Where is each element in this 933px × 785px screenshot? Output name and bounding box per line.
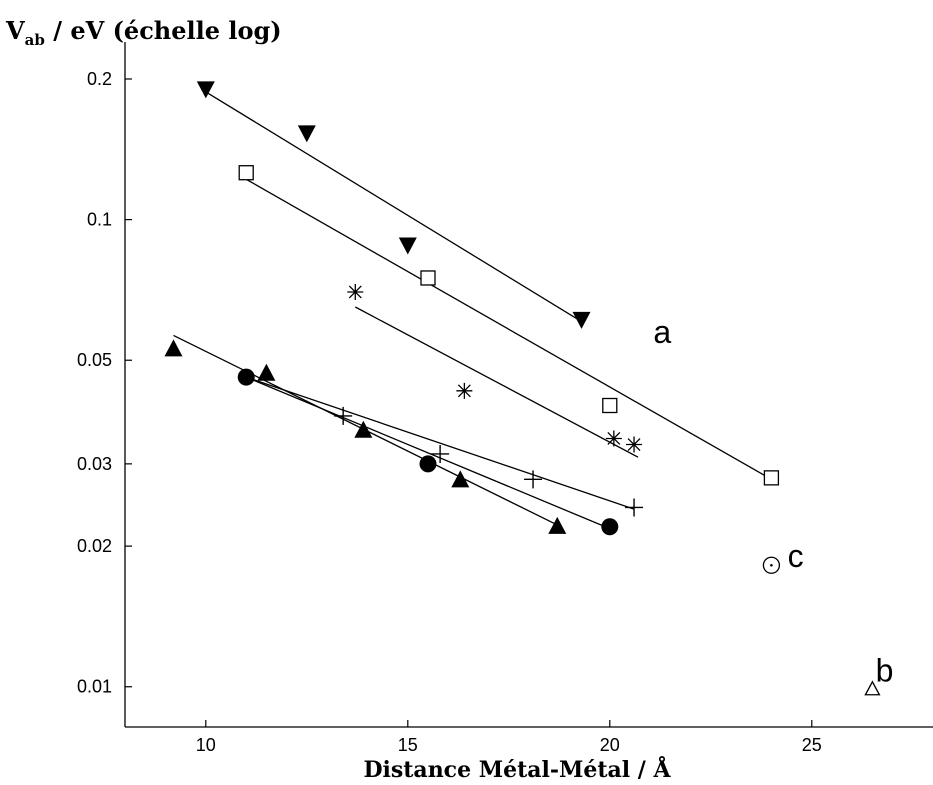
marker-asterisk — [347, 283, 364, 300]
plot-axes — [124, 42, 933, 728]
marker-asterisk — [605, 430, 622, 447]
fit-lines — [173, 88, 772, 530]
marker-triangle-up-open — [864, 680, 881, 696]
annotation-b: b — [876, 652, 894, 688]
tick-group: 10 15 20 25 0.01 0.02 0.03 0.05 0.1 0.2 — [77, 69, 822, 755]
y-tick-label: 0.2 — [87, 69, 112, 89]
x-tick-label: 10 — [196, 735, 216, 755]
marker-square-open — [602, 397, 618, 414]
y-tick-label: 0.05 — [77, 350, 112, 370]
marker-asterisk — [456, 382, 473, 399]
circle-dot-center — [770, 563, 773, 567]
marker-circle-dot — [762, 556, 781, 574]
marker-asterisk — [626, 436, 643, 453]
marker-square-open — [238, 165, 254, 181]
fit-line-5 — [245, 376, 611, 530]
annotations: a c b — [653, 314, 893, 688]
fit-line-2 — [245, 178, 772, 480]
marker-triangle-down-filled — [297, 125, 316, 143]
data-markers — [164, 81, 881, 696]
y-axis-title: Vab / eV (échelle log) — [5, 16, 282, 49]
x-tick-label: 15 — [398, 735, 418, 755]
marker-plus — [431, 444, 450, 463]
fit-line-3 — [354, 306, 639, 458]
marker-square-open — [420, 270, 436, 286]
marker-square-open — [763, 470, 780, 486]
y-tick-label: 0.1 — [87, 210, 112, 230]
x-tick-label: 20 — [600, 735, 620, 755]
x-tick-label: 25 — [802, 735, 822, 755]
marker-plus — [334, 406, 353, 425]
marker-triangle-down-filled — [398, 237, 417, 255]
marker-triangle-up-filled — [548, 516, 567, 534]
marker-circle-filled — [237, 368, 255, 386]
y-tick-label: 0.03 — [77, 454, 112, 474]
y-tick-label: 0.01 — [77, 677, 112, 697]
x-axis-title: Distance Métal-Métal / Å — [363, 756, 671, 783]
marker-circle-filled — [601, 518, 619, 536]
marker-triangle-up-filled — [451, 470, 470, 488]
marker-triangle-up-filled — [257, 363, 276, 381]
marker-triangle-down-filled — [196, 81, 215, 99]
fit-line-4 — [245, 376, 635, 510]
fit-line-1 — [201, 88, 582, 323]
marker-plus — [524, 470, 543, 489]
annotation-c: c — [788, 538, 804, 574]
marker-plus — [625, 498, 644, 517]
marker-triangle-up-filled — [354, 420, 373, 438]
y-tick-label: 0.02 — [77, 536, 112, 556]
marker-triangle-up-filled — [164, 339, 183, 357]
annotation-a: a — [653, 314, 671, 350]
marker-triangle-down-filled — [572, 311, 591, 329]
marker-circle-filled — [419, 455, 437, 473]
